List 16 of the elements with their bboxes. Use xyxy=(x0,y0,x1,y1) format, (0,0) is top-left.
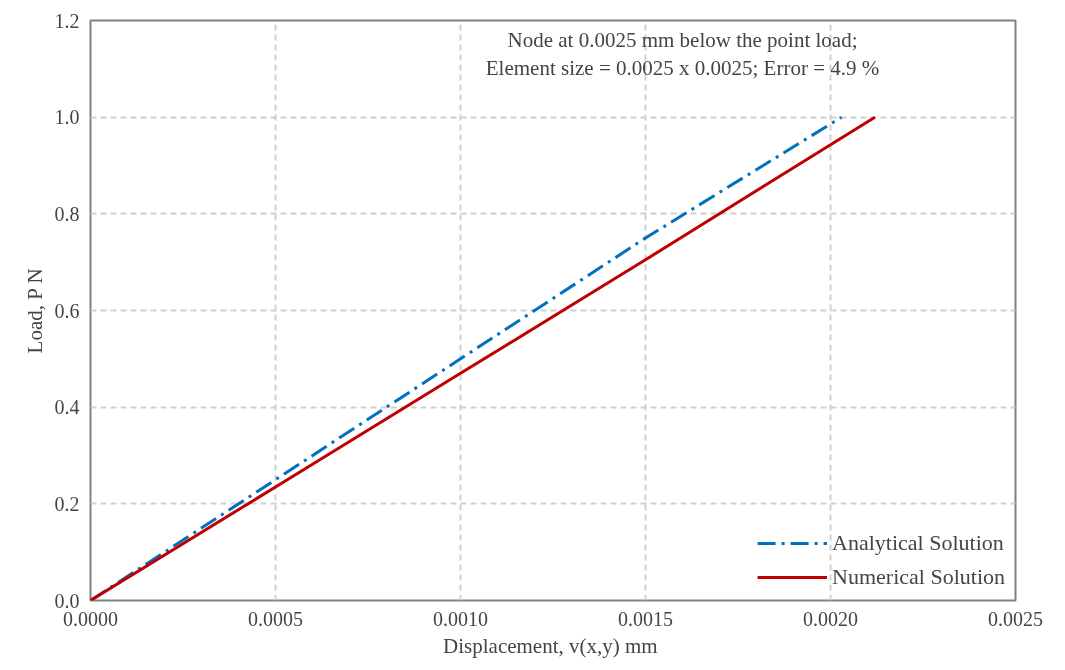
y-tick-label: 1.2 xyxy=(54,9,80,32)
y-axis-title: Load, P N xyxy=(22,268,47,354)
x-tick-label: 0.0015 xyxy=(618,607,673,630)
x-tick-label: 0.0010 xyxy=(433,607,488,630)
y-tick-label: 0.8 xyxy=(54,202,80,225)
x-tick-label: 0.0005 xyxy=(248,607,303,630)
x-axis-title: Displacement, v(x,y) mm xyxy=(443,633,658,658)
y-tick-label: 0.4 xyxy=(54,396,80,419)
annotation: Node at 0.0025 mm below the point load; Element size = 0.0025 x 0.0025; Error = 4.9 % xyxy=(485,27,880,80)
legend-label: Analytical Solution xyxy=(832,530,1004,556)
y-tick-label: 1.0 xyxy=(54,106,80,129)
x-tick-label: 0.0025 xyxy=(988,607,1043,630)
legend-label: Numerical Solution xyxy=(832,564,1005,590)
x-tick-label: 0.0020 xyxy=(803,607,858,630)
y-tick-label: 0.6 xyxy=(54,299,80,322)
y-tick-label: 0.2 xyxy=(54,492,80,515)
